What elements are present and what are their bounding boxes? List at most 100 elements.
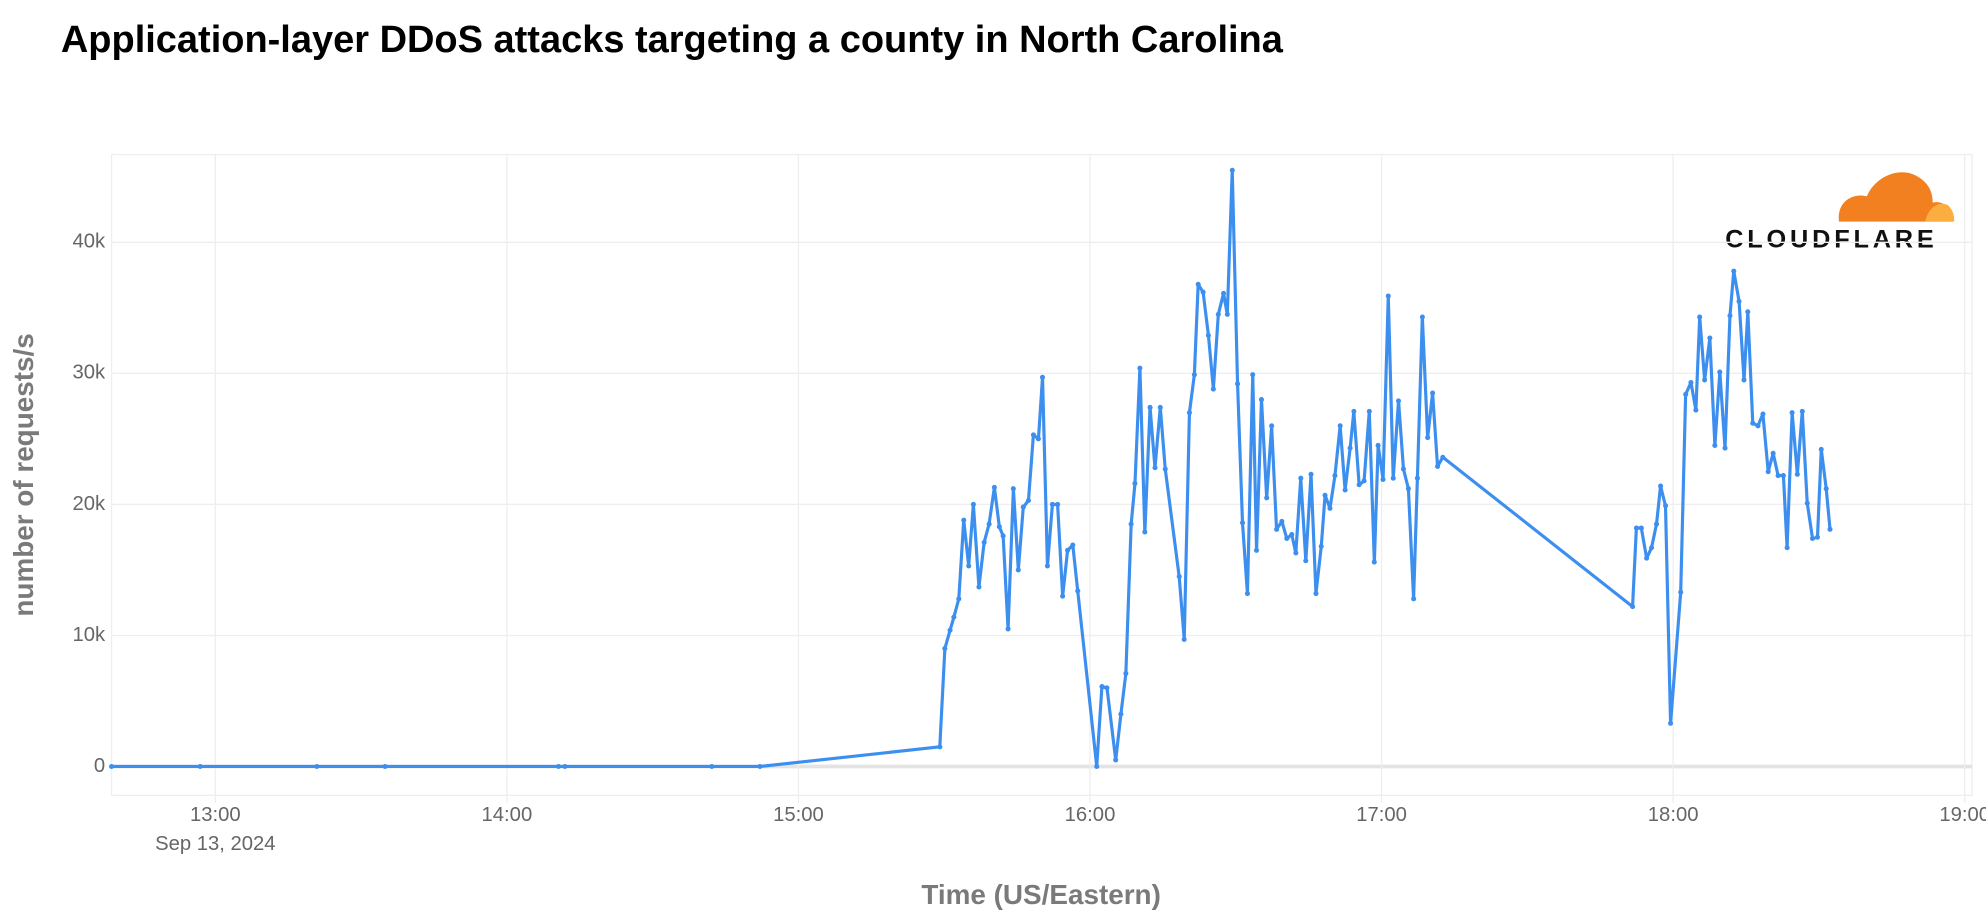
data-point [1342, 487, 1348, 493]
data-point [1030, 432, 1036, 438]
data-point [1044, 563, 1050, 569]
data-point [1683, 391, 1689, 397]
data-point [1065, 547, 1071, 553]
data-point [314, 763, 320, 770]
data-point [1395, 398, 1402, 404]
logo-cloud [1838, 172, 1953, 222]
data-point [1780, 473, 1786, 479]
data-point [947, 627, 953, 633]
data-point [1419, 314, 1425, 320]
x-tick-label: 13:00 [190, 804, 241, 826]
x-date-label: Sep 13, 2024 [155, 833, 275, 855]
x-tick-label: 17:00 [1356, 804, 1407, 826]
data-point [1152, 465, 1158, 471]
data-point [1049, 501, 1055, 507]
data-point [1284, 535, 1290, 542]
data-point [1337, 423, 1343, 429]
data-point [970, 501, 976, 507]
data-point [1147, 404, 1153, 410]
data-point [1765, 469, 1771, 475]
data-point [1375, 442, 1381, 448]
y-axis-label: number of requests/s [8, 333, 39, 616]
cloudflare-logo: CLOUDFLARE [1725, 172, 1955, 253]
y-tick-label: 30k [73, 362, 107, 384]
data-point [1390, 475, 1396, 481]
data-point [382, 763, 388, 770]
data-point [1123, 670, 1129, 677]
data-point [1298, 475, 1304, 481]
data-point [1688, 380, 1694, 386]
data-point [996, 524, 1002, 530]
logo-cloud-small [1925, 203, 1955, 222]
data-point [1322, 492, 1328, 498]
data-point [1760, 411, 1766, 417]
data-point [1784, 545, 1790, 551]
data-point [1303, 558, 1309, 564]
data-point [937, 744, 943, 750]
data-point [1741, 377, 1747, 383]
data-point [1745, 309, 1751, 315]
data-point [1789, 410, 1795, 416]
data-point [1005, 626, 1011, 632]
data-point [1644, 555, 1650, 561]
data-point [1099, 684, 1105, 690]
data-point [981, 539, 987, 545]
y-tick-label: 20k [73, 493, 107, 515]
data-point [986, 521, 992, 527]
data-point [942, 646, 948, 652]
data-point [1712, 442, 1718, 448]
data-point [1060, 593, 1066, 599]
data-point [1804, 500, 1810, 506]
data-point [1250, 372, 1256, 378]
data-point [1332, 473, 1338, 479]
data-point [1094, 763, 1100, 770]
data-point [1244, 590, 1250, 597]
data-point [1663, 503, 1669, 509]
data-point [1435, 463, 1441, 469]
data-point [197, 763, 203, 770]
data-point [1727, 313, 1733, 319]
data-point [1827, 526, 1833, 532]
data-point [1430, 390, 1436, 396]
data-point [1658, 483, 1664, 489]
chart-title: Application-layer DDoS attacks targeting… [61, 19, 1284, 61]
data-point [1702, 377, 1708, 383]
data-point [1799, 408, 1805, 414]
data-point [1361, 478, 1367, 484]
x-tick-label: 19:00 [1939, 804, 1986, 826]
data-point [1279, 518, 1285, 524]
data-point [1258, 397, 1264, 403]
data-point [1736, 298, 1742, 304]
data-point [1380, 476, 1386, 483]
data-point [1823, 486, 1829, 492]
x-tick-label: 16:00 [1065, 804, 1116, 826]
data-point [1351, 408, 1357, 414]
data-point [1210, 386, 1216, 392]
logo-text: CLOUDFLARE [1725, 225, 1937, 253]
data-point [757, 763, 763, 770]
data-point [1630, 604, 1636, 610]
plot-area [110, 153, 1973, 803]
data-point [1191, 372, 1197, 378]
data-point [1132, 480, 1138, 486]
data-point [1186, 410, 1192, 416]
data-point [1770, 450, 1776, 456]
data-point [562, 763, 568, 770]
data-point [1075, 588, 1081, 594]
data-point [1638, 525, 1644, 531]
data-point [1405, 486, 1411, 492]
data-point [1176, 573, 1182, 580]
data-point [976, 584, 982, 590]
data-point [1293, 550, 1299, 556]
data-point [709, 763, 715, 770]
data-point [1025, 497, 1032, 504]
data-point [1697, 314, 1703, 320]
data-point [1318, 543, 1324, 549]
data-point [1020, 504, 1026, 510]
data-point [1717, 369, 1723, 375]
data-point [1142, 529, 1148, 535]
data-point [1221, 290, 1227, 296]
data-point [1794, 471, 1800, 477]
data-point [1775, 473, 1781, 479]
